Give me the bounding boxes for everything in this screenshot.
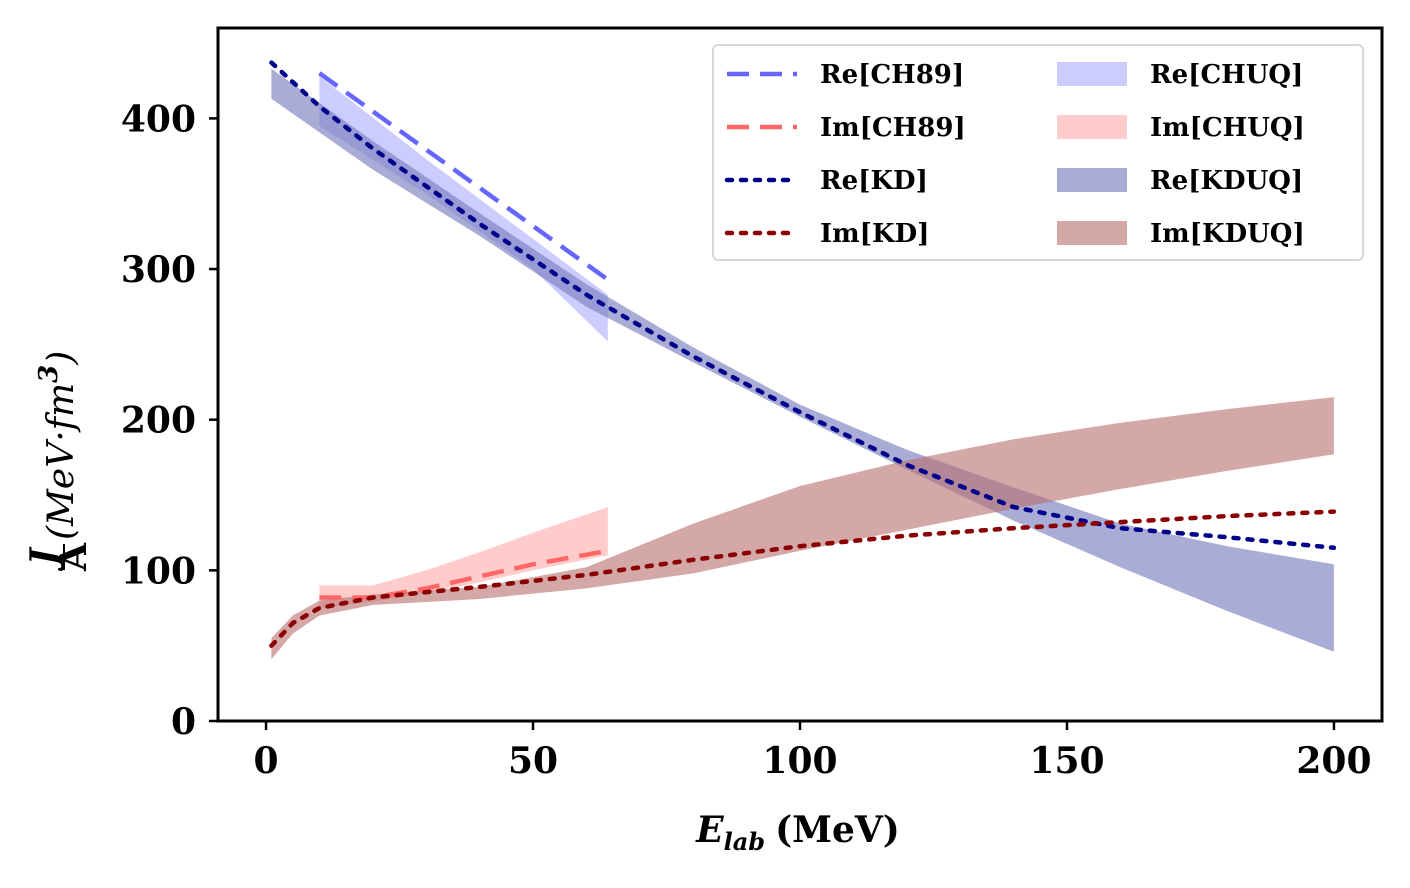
legend-swatch-re-kduq [1057, 168, 1127, 192]
legend-label-re-ch89: Re[CH89] [820, 60, 964, 90]
band-re-kduq [271, 68, 1334, 652]
legend-label-re-chuq: Re[CHUQ] [1150, 60, 1303, 90]
x-tick-label: 100 [762, 740, 837, 782]
y-axis-units: (MeV·fm [41, 383, 82, 540]
y-axis-superscript: 3 [34, 365, 64, 383]
legend-label-re-kd: Re[KD] [820, 166, 928, 196]
y-axis-fraction-denominator: A [53, 542, 95, 572]
x-tick-label: 200 [1296, 740, 1371, 782]
y-axis-close: ) [41, 351, 82, 366]
x-tick-label: 150 [1029, 740, 1104, 782]
legend-label-im-ch89: Im[CH89] [820, 113, 966, 143]
bands-layer [271, 68, 1334, 660]
y-tick-label: 300 [121, 249, 196, 291]
y-tick-label: 100 [121, 550, 196, 592]
legend-label-im-kduq: Im[KDUQ] [1150, 219, 1305, 249]
legend-label-im-chuq: Im[CHUQ] [1150, 113, 1305, 143]
legend-swatch-im-kduq [1057, 221, 1127, 245]
x-axis-unit: (MeV) [775, 809, 900, 851]
legend-label-re-kduq: Re[KDUQ] [1150, 166, 1303, 196]
y-tick-label: 200 [121, 400, 196, 442]
y-tick-label: 0 [171, 701, 196, 743]
ticks-layer: 0 50 100 150 200 0 100 200 300 400 [121, 98, 1372, 782]
line-re-kd [269, 60, 1337, 551]
x-axis-label: Elab (MeV) [695, 809, 900, 856]
y-tick-label: 400 [121, 98, 196, 140]
x-axis-subscript: lab [724, 827, 765, 856]
lines-layer [269, 60, 1337, 648]
line-im-ch89 [319, 548, 609, 600]
legend-swatch-re-chuq [1057, 62, 1127, 86]
band-im-kduq [271, 397, 1334, 660]
legend-box [712, 44, 1364, 261]
x-tick-label: 50 [508, 740, 558, 782]
x-axis-symbol: E [695, 809, 724, 851]
x-tick-label: 0 [254, 740, 279, 782]
band-im-chuq [319, 507, 608, 608]
line-re-ch89 [318, 71, 610, 282]
y-axis-text: (MeV·fm3) [34, 351, 82, 540]
line-im-kd [269, 509, 1337, 648]
legend-label-im-kd: Im[KD] [820, 219, 929, 249]
legend: Re[CH89] Im[CH89] Re[KD] Im[KD] Re[CHUQ] Im[C… [712, 44, 1364, 261]
legend-swatch-im-chuq [1057, 115, 1127, 139]
